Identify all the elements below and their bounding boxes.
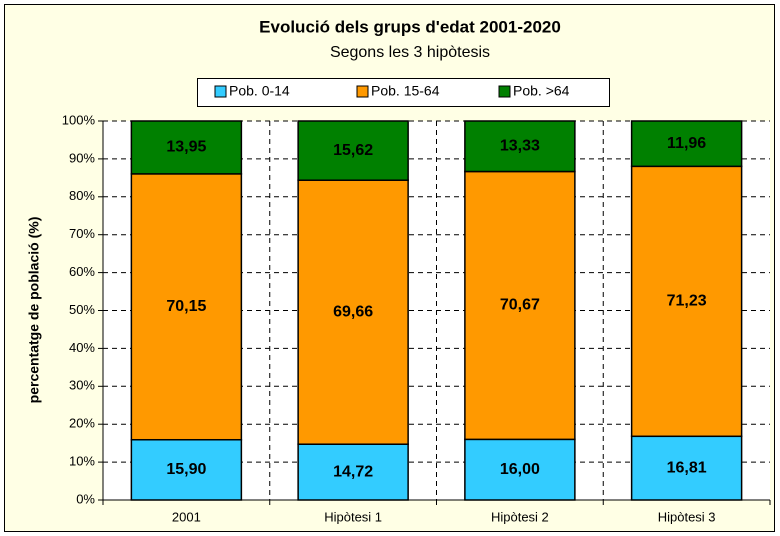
chart-title: Evolució dels grups d'edat 2001-2020 (259, 17, 561, 36)
y-tick-label: 0% (76, 491, 95, 506)
data-label: 15,62 (333, 142, 373, 159)
bar-segment (464, 120, 576, 173)
bar-segment (130, 120, 243, 175)
y-tick-label: 80% (69, 188, 95, 203)
data-label: 11,96 (667, 135, 706, 152)
legend-swatch (498, 85, 511, 98)
chart-subtitle: Segons les 3 hipòtesis (330, 44, 490, 61)
y-tick-label: 40% (69, 340, 95, 355)
bar-segment (464, 170, 576, 441)
bar-segment (630, 165, 743, 438)
legend-label: Pob. >64 (513, 83, 570, 99)
bar-segment (630, 435, 743, 501)
data-label: 70,15 (166, 298, 206, 315)
data-label: 16,81 (667, 459, 707, 476)
y-tick-label: 60% (69, 264, 95, 279)
legend-swatch (214, 85, 227, 98)
x-tick-label: Hipòtesi 3 (658, 509, 716, 524)
bar-segment (130, 173, 243, 441)
data-label: 71,23 (667, 293, 707, 310)
x-tick-label: Hipòtesi 1 (324, 509, 382, 524)
bar-segment (630, 120, 743, 168)
legend-swatch (356, 85, 369, 98)
bar-segment (297, 443, 409, 501)
legend (197, 78, 610, 107)
y-tick-label: 10% (69, 454, 95, 469)
bar-segment (297, 120, 409, 181)
y-tick-label: 50% (69, 302, 95, 317)
y-tick-label: 90% (69, 150, 95, 165)
data-label: 14,72 (333, 463, 373, 480)
data-label: 13,33 (500, 137, 540, 154)
y-tick-label: 20% (69, 416, 95, 431)
data-label: 69,66 (333, 303, 373, 320)
legend-label: Pob. 0-14 (229, 83, 290, 99)
bar-segment (130, 438, 243, 501)
y-tick-label: 30% (69, 378, 95, 393)
bar-segment (297, 179, 409, 445)
x-tick-label: Hipòtesi 2 (491, 509, 549, 524)
y-tick-label: 100% (62, 112, 96, 127)
data-label: 70,67 (500, 297, 540, 314)
y-axis-label: percentatge de població (%) (26, 217, 42, 404)
y-tick-label: 70% (69, 226, 95, 241)
data-label: 15,90 (166, 461, 206, 478)
legend-label: Pob. 15-64 (371, 83, 440, 99)
x-tick-label: 2001 (172, 509, 201, 524)
bar-segment (464, 438, 576, 501)
data-label: 13,95 (166, 139, 206, 156)
data-label: 16,00 (500, 461, 540, 478)
